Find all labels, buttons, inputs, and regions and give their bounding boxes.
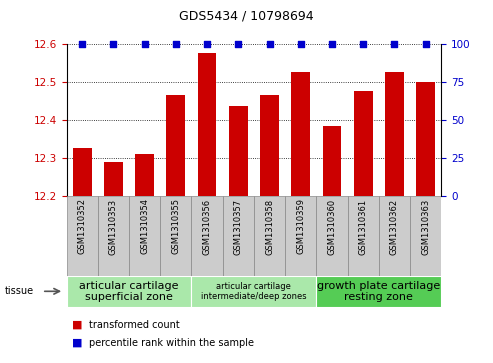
Bar — [317, 276, 441, 307]
Text: GSM1310357: GSM1310357 — [234, 199, 243, 254]
Point — [328, 41, 336, 46]
Text: GSM1310355: GSM1310355 — [172, 199, 180, 254]
Text: GSM1310352: GSM1310352 — [78, 199, 87, 254]
Text: articular cartilage
superficial zone: articular cartilage superficial zone — [79, 281, 179, 302]
Bar — [67, 196, 98, 276]
Text: GDS5434 / 10798694: GDS5434 / 10798694 — [179, 9, 314, 22]
Bar — [73, 148, 92, 196]
Text: percentile rank within the sample: percentile rank within the sample — [89, 338, 254, 348]
Text: GSM1310353: GSM1310353 — [109, 199, 118, 254]
Bar — [104, 162, 123, 196]
Text: GSM1310354: GSM1310354 — [140, 199, 149, 254]
Text: growth plate cartilage
resting zone: growth plate cartilage resting zone — [317, 281, 440, 302]
Bar — [379, 196, 410, 276]
Bar — [67, 276, 191, 307]
Bar — [229, 106, 247, 196]
Bar — [191, 276, 317, 307]
Point — [390, 41, 398, 46]
Point — [172, 41, 180, 46]
Bar — [291, 72, 310, 196]
Point — [266, 41, 274, 46]
Text: GSM1310363: GSM1310363 — [421, 199, 430, 255]
Text: articular cartilage
intermediate/deep zones: articular cartilage intermediate/deep zo… — [201, 282, 307, 301]
Text: tissue: tissue — [5, 286, 34, 296]
Text: ■: ■ — [71, 320, 82, 330]
Text: GSM1310358: GSM1310358 — [265, 199, 274, 254]
Point — [141, 41, 148, 46]
Text: GSM1310362: GSM1310362 — [390, 199, 399, 254]
Bar — [385, 72, 404, 196]
Point — [203, 41, 211, 46]
Bar — [416, 82, 435, 196]
Bar — [198, 53, 216, 196]
Bar — [317, 196, 348, 276]
Text: GSM1310359: GSM1310359 — [296, 199, 305, 254]
Point — [109, 41, 117, 46]
Bar — [254, 196, 285, 276]
Point — [297, 41, 305, 46]
Text: GSM1310361: GSM1310361 — [359, 199, 368, 254]
Bar — [223, 196, 254, 276]
Point — [359, 41, 367, 46]
Bar — [285, 196, 317, 276]
Bar — [354, 91, 373, 196]
Text: transformed count: transformed count — [89, 320, 179, 330]
Text: GSM1310360: GSM1310360 — [327, 199, 336, 254]
Bar — [322, 126, 341, 196]
Bar — [98, 196, 129, 276]
Bar — [260, 95, 279, 196]
Text: GSM1310356: GSM1310356 — [203, 199, 211, 254]
Point — [234, 41, 242, 46]
Bar — [410, 196, 441, 276]
Bar — [135, 154, 154, 196]
Bar — [167, 95, 185, 196]
Text: ■: ■ — [71, 338, 82, 348]
Point — [422, 41, 429, 46]
Bar — [348, 196, 379, 276]
Bar — [160, 196, 191, 276]
Point — [78, 41, 86, 46]
Bar — [191, 196, 223, 276]
Bar — [129, 196, 160, 276]
